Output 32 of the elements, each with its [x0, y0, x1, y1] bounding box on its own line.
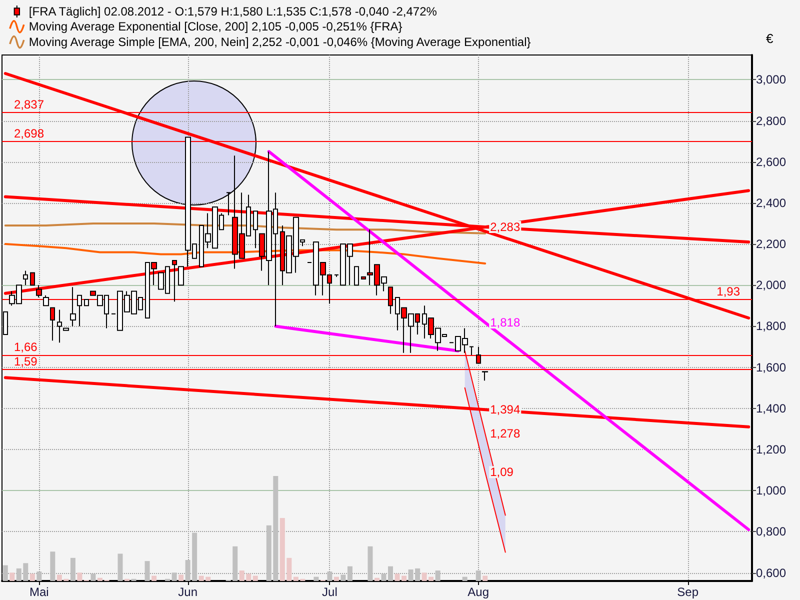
y-axis-title: € — [766, 31, 774, 46]
y-tick-label: 1,800 — [756, 319, 786, 334]
y-tick-label: 2,200 — [756, 237, 786, 252]
ref-line-label: 1,66 — [14, 340, 38, 354]
ref-line-label: 2,698 — [14, 126, 44, 140]
y-tick-label: 2,600 — [756, 154, 786, 169]
legend-label: [FRA Täglich] 02.08.2012 - O:1,579 H:1,580 L:1,535 C:1,578 -0,040 -2,472% — [28, 4, 438, 18]
x-tick-label: Jul — [322, 585, 338, 599]
y-tick-label: 1,200 — [756, 442, 786, 456]
ref-line-label: 2,837 — [14, 98, 44, 112]
y-tick-label: 1,600 — [756, 360, 786, 374]
ref-line-label: 1,59 — [14, 354, 38, 368]
y-tick-label: 3,000 — [756, 72, 786, 87]
y-tick-label: 0,600 — [756, 566, 786, 580]
y-tick-label: 0,800 — [756, 524, 786, 539]
x-tick-label: Sep — [677, 585, 699, 599]
x-tick-label: Mai — [29, 585, 49, 599]
y-tick-label: 1,000 — [756, 484, 786, 498]
ref-line-label: 1,93 — [716, 284, 740, 299]
x-tick-label: Aug — [468, 585, 490, 599]
y-tick-label: 2,800 — [756, 114, 786, 128]
y-tick-label: 2,000 — [756, 278, 786, 292]
legend-label: Moving Average Simple [EMA, 200, Nein] 2,252 -0,001 -0,046% {Moving Average Exponential} — [28, 35, 531, 50]
y-tick-label: 2,400 — [756, 196, 786, 210]
data-label: 1,818 — [490, 316, 520, 330]
legend-label: Moving Average Exponential [Close, 200] 2,105 -0,005 -0,251% {FRA} — [28, 20, 402, 34]
y-tick-label: 1,400 — [756, 401, 786, 416]
data-label: 1,394 — [490, 402, 520, 417]
data-label: 1,09 — [490, 465, 514, 480]
x-tick-label: Jun — [178, 585, 198, 599]
data-label: 2,283 — [490, 220, 520, 234]
data-label: 1,278 — [490, 426, 520, 440]
